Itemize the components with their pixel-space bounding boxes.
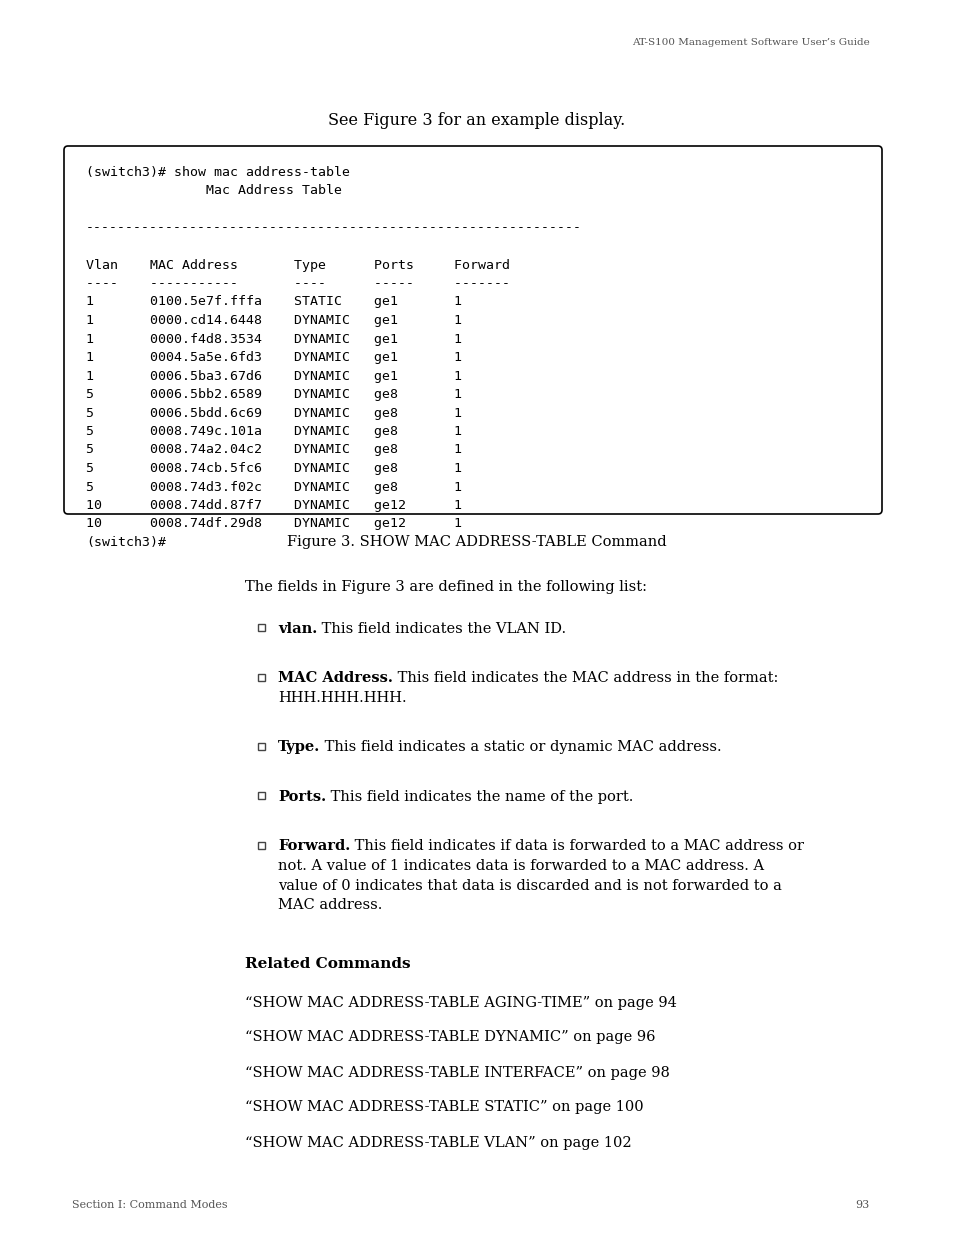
Text: ----    -----------       ----      -----     -------: ---- ----------- ---- ----- -------	[86, 277, 510, 290]
Text: This field indicates the MAC address in the format:: This field indicates the MAC address in …	[393, 672, 778, 685]
Text: 1       0000.cd14.6448    DYNAMIC   ge1       1: 1 0000.cd14.6448 DYNAMIC ge1 1	[86, 314, 461, 327]
Text: 93: 93	[855, 1200, 869, 1210]
Text: This field indicates a static or dynamic MAC address.: This field indicates a static or dynamic…	[320, 741, 721, 755]
Text: “SHOW MAC ADDRESS-TABLE STATIC” on page 100: “SHOW MAC ADDRESS-TABLE STATIC” on page …	[245, 1100, 643, 1114]
FancyBboxPatch shape	[64, 146, 882, 514]
Text: This field indicates if data is forwarded to a MAC address or: This field indicates if data is forwarde…	[350, 840, 803, 853]
Text: MAC address.: MAC address.	[277, 898, 382, 911]
Text: 5       0006.5bb2.6589    DYNAMIC   ge8       1: 5 0006.5bb2.6589 DYNAMIC ge8 1	[86, 388, 461, 401]
Bar	[257, 742, 265, 750]
Text: 5       0006.5bdd.6c69    DYNAMIC   ge8       1: 5 0006.5bdd.6c69 DYNAMIC ge8 1	[86, 406, 461, 420]
Text: 10      0008.74dd.87f7    DYNAMIC   ge12      1: 10 0008.74dd.87f7 DYNAMIC ge12 1	[86, 499, 461, 513]
Text: Type.: Type.	[277, 741, 320, 755]
Text: 10      0008.74df.29d8    DYNAMIC   ge12      1: 10 0008.74df.29d8 DYNAMIC ge12 1	[86, 517, 461, 531]
Text: vlan.: vlan.	[277, 622, 317, 636]
Text: Ports.: Ports.	[277, 790, 326, 804]
Text: (switch3)# show mac address-table: (switch3)# show mac address-table	[86, 165, 350, 179]
Text: 1       0000.f4d8.3534    DYNAMIC   ge1       1: 1 0000.f4d8.3534 DYNAMIC ge1 1	[86, 332, 461, 346]
Text: This field indicates the VLAN ID.: This field indicates the VLAN ID.	[317, 622, 566, 636]
Text: Vlan    MAC Address       Type      Ports     Forward: Vlan MAC Address Type Ports Forward	[86, 258, 510, 272]
Text: 1       0100.5e7f.fffa    STATIC    ge1       1: 1 0100.5e7f.fffa STATIC ge1 1	[86, 295, 461, 309]
Text: value of 0 indicates that data is discarded and is not forwarded to a: value of 0 indicates that data is discar…	[277, 878, 781, 893]
Text: 5       0008.74d3.f02c    DYNAMIC   ge8       1: 5 0008.74d3.f02c DYNAMIC ge8 1	[86, 480, 461, 494]
Text: 5       0008.749c.101a    DYNAMIC   ge8       1: 5 0008.749c.101a DYNAMIC ge8 1	[86, 425, 461, 438]
Text: not. A value of 1 indicates data is forwarded to a MAC address. A: not. A value of 1 indicates data is forw…	[277, 860, 763, 873]
Text: See Figure 3 for an example display.: See Figure 3 for an example display.	[328, 112, 625, 128]
Text: “SHOW MAC ADDRESS-TABLE INTERFACE” on page 98: “SHOW MAC ADDRESS-TABLE INTERFACE” on pa…	[245, 1066, 669, 1079]
Text: 1       0006.5ba3.67d6    DYNAMIC   ge1       1: 1 0006.5ba3.67d6 DYNAMIC ge1 1	[86, 369, 461, 383]
Bar	[257, 841, 265, 848]
Text: 1       0004.5a5e.6fd3    DYNAMIC   ge1       1: 1 0004.5a5e.6fd3 DYNAMIC ge1 1	[86, 351, 461, 364]
Text: Figure 3. SHOW MAC ADDRESS-TABLE Command: Figure 3. SHOW MAC ADDRESS-TABLE Command	[287, 535, 666, 550]
Text: AT-S100 Management Software User’s Guide: AT-S100 Management Software User’s Guide	[632, 38, 869, 47]
Bar	[257, 673, 265, 680]
Text: “SHOW MAC ADDRESS-TABLE AGING-TIME” on page 94: “SHOW MAC ADDRESS-TABLE AGING-TIME” on p…	[245, 995, 677, 1009]
Text: 5       0008.74a2.04c2    DYNAMIC   ge8       1: 5 0008.74a2.04c2 DYNAMIC ge8 1	[86, 443, 461, 457]
Text: --------------------------------------------------------------: ----------------------------------------…	[86, 221, 581, 235]
Text: MAC Address.: MAC Address.	[277, 672, 393, 685]
Text: This field indicates the name of the port.: This field indicates the name of the por…	[326, 790, 633, 804]
Text: 5       0008.74cb.5fc6    DYNAMIC   ge8       1: 5 0008.74cb.5fc6 DYNAMIC ge8 1	[86, 462, 461, 475]
Bar	[257, 792, 265, 799]
Text: Section I: Command Modes: Section I: Command Modes	[71, 1200, 228, 1210]
Text: The fields in Figure 3 are defined in the following list:: The fields in Figure 3 are defined in th…	[245, 580, 646, 594]
Text: Related Commands: Related Commands	[245, 957, 410, 972]
Text: (switch3)#: (switch3)#	[86, 536, 166, 550]
Text: Mac Address Table: Mac Address Table	[86, 184, 341, 198]
Text: “SHOW MAC ADDRESS-TABLE DYNAMIC” on page 96: “SHOW MAC ADDRESS-TABLE DYNAMIC” on page…	[245, 1030, 655, 1045]
Text: HHH.HHH.HHH.: HHH.HHH.HHH.	[277, 692, 406, 705]
Text: “SHOW MAC ADDRESS-TABLE VLAN” on page 102: “SHOW MAC ADDRESS-TABLE VLAN” on page 10…	[245, 1135, 631, 1150]
Text: Forward.: Forward.	[277, 840, 350, 853]
Bar	[257, 624, 265, 631]
